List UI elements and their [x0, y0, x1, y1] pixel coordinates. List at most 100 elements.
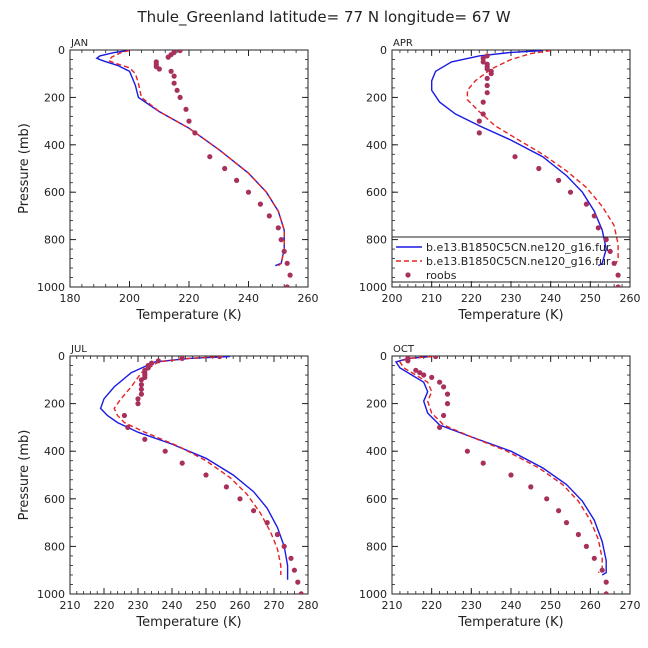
x-tick-label: 210 — [421, 292, 442, 305]
obs-point — [476, 118, 482, 124]
x-axis-label: Temperature (K) — [135, 615, 241, 630]
panel-label: JAN — [70, 38, 88, 49]
x-tick-label: 220 — [421, 599, 442, 612]
obs-point — [480, 111, 486, 117]
obs-point — [288, 555, 294, 561]
obs-point — [183, 106, 189, 112]
obs-point — [177, 50, 183, 54]
x-tick-label: 260 — [580, 599, 601, 612]
panel-label: OCT — [393, 344, 415, 355]
y-tick-label: 1000 — [37, 281, 65, 294]
y-axis-label: Pressure (mb) — [17, 123, 32, 214]
obs-point — [544, 496, 550, 502]
y-tick-label: 600 — [366, 493, 387, 506]
panel-label: JUL — [70, 344, 87, 355]
obs-point — [192, 130, 198, 136]
y-tick-label: 200 — [44, 91, 65, 104]
legend-swatch-dot — [405, 272, 411, 278]
x-tick-label: 260 — [620, 292, 641, 305]
obs-point — [591, 213, 597, 219]
obs-point — [583, 201, 590, 207]
obs-point — [186, 118, 192, 124]
x-tick-label: 200 — [382, 292, 403, 305]
x-tick-label: 270 — [264, 599, 285, 612]
obs-point — [179, 356, 185, 361]
obs-point — [528, 484, 534, 490]
y-tick-label: 600 — [44, 186, 65, 199]
figure-title: Thule_Greenland latitude= 77 N longitude… — [136, 8, 510, 27]
panel-oct: OCT 210 220 230 240 250 260 270 0 200 400 600 800 100… — [359, 344, 641, 630]
obs-point — [421, 372, 427, 378]
x-tick-label: 270 — [620, 599, 641, 612]
obs-point — [556, 508, 562, 514]
series-line-model1 — [394, 356, 607, 576]
y-tick-label: 800 — [366, 234, 387, 247]
series-line-model2 — [466, 50, 619, 269]
obs-point — [405, 358, 411, 364]
obs-point — [278, 237, 284, 243]
y-tick-label: 400 — [366, 445, 387, 458]
series-line-model2 — [398, 356, 603, 574]
obs-point — [298, 591, 304, 594]
obs-point — [138, 377, 144, 383]
x-tick-label: 280 — [298, 599, 319, 612]
x-tick-label: 250 — [540, 599, 561, 612]
obs-point — [563, 520, 570, 526]
series-line-model1 — [431, 50, 607, 267]
x-tick-label: 260 — [230, 599, 251, 612]
obs-point — [156, 66, 162, 72]
obs-point — [484, 66, 490, 72]
y-tick-label: 200 — [366, 91, 387, 104]
panel-jan: JAN 180 200 220 240 260 0 200 400 600 800 1000 Tempe… — [17, 38, 319, 323]
x-tick-label: 230 — [128, 599, 149, 612]
legend-entry-label: roobs — [426, 269, 457, 282]
obs-point — [274, 531, 280, 538]
x-tick-label: 240 — [540, 292, 561, 305]
y-tick-label: 0 — [58, 44, 65, 57]
obs-point — [165, 54, 171, 60]
y-tick-label: 400 — [366, 139, 387, 152]
obs-point — [284, 284, 290, 287]
obs-point — [556, 177, 562, 183]
x-tick-label: 250 — [580, 292, 601, 305]
obs-point — [287, 272, 293, 278]
legend-entry-label: b.e13.B1850C5CN.ne120_g16.fur — [426, 255, 611, 268]
x-tick-label: 230 — [461, 599, 482, 612]
obs-point — [121, 412, 127, 419]
obs-point — [611, 260, 617, 266]
obs-point — [281, 248, 287, 254]
obs-point — [125, 424, 131, 430]
obs-point — [444, 391, 451, 397]
obs-point — [174, 87, 180, 93]
obs-point — [488, 71, 494, 77]
obs-point — [177, 94, 183, 100]
obs-point — [291, 567, 297, 573]
x-tick-label: 210 — [60, 599, 81, 612]
plot-frame — [69, 355, 309, 595]
x-tick-label: 240 — [238, 292, 259, 305]
obs-point — [615, 272, 621, 278]
y-tick-label: 600 — [366, 186, 387, 199]
plot-area — [99, 356, 304, 594]
obs-point — [295, 579, 301, 585]
x-tick-label: 180 — [60, 292, 81, 305]
y-tick-label: 0 — [380, 350, 387, 363]
obs-point — [237, 496, 243, 502]
obs-point — [464, 448, 470, 454]
obs-point — [138, 391, 144, 397]
x-tick-label: 220 — [179, 292, 200, 305]
series-line-model2 — [113, 356, 282, 575]
obs-point — [171, 80, 177, 86]
obs-point — [480, 99, 486, 105]
obs-point — [223, 484, 229, 490]
obs-point — [603, 591, 609, 594]
obs-point — [615, 284, 621, 287]
plot-area — [431, 50, 621, 287]
obs-point — [607, 248, 613, 254]
x-axis-label: Temperature (K) — [457, 615, 563, 630]
obs-point — [484, 75, 490, 81]
obs-point — [275, 225, 281, 231]
obs-point — [599, 567, 605, 573]
obs-point — [207, 154, 213, 160]
